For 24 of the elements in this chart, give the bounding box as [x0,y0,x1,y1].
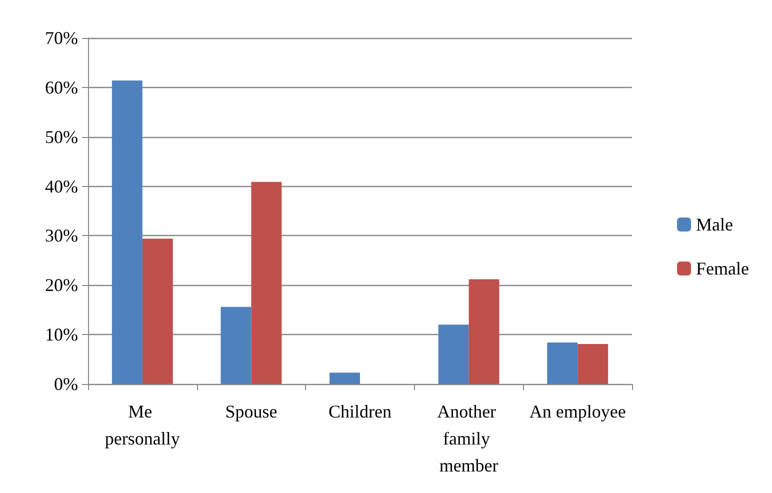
bar [220,306,252,384]
bar [438,324,469,384]
x-tick-label: Spouse [225,402,278,422]
y-tick-label: 40% [45,176,78,196]
legend-label: Male [696,214,734,234]
y-tick-label: 30% [45,226,78,246]
x-tick-label: Another family member [437,402,501,476]
bar [468,279,500,384]
x-tick-label: An employee [529,402,626,422]
x-tick-label: Children [328,402,392,422]
bar [578,344,608,384]
legend-label: Female [696,258,750,278]
bar [112,80,142,384]
bar [142,238,173,384]
y-tick-label: 50% [45,126,78,147]
bar [330,372,360,384]
bar [251,182,282,384]
y-tick-label: 60% [45,77,78,98]
y-tick-label: 70% [45,28,78,48]
y-tick-label: 20% [45,275,78,296]
y-tick-label: 0% [54,374,78,394]
bar [547,342,578,384]
y-tick-label: 10% [45,324,78,345]
x-tick-label: Me personally [104,402,180,448]
